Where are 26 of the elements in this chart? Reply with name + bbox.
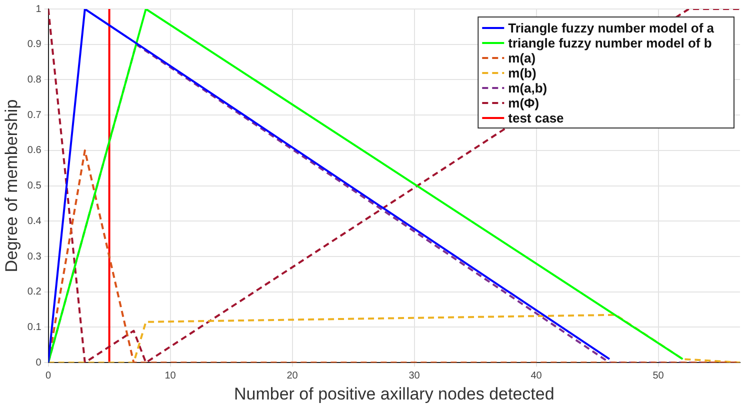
y-tick-label: 0.5	[27, 180, 42, 192]
legend-label: triangle fuzzy number model of b	[508, 36, 712, 51]
y-tick-label: 0.6	[27, 145, 42, 156]
legend-label: m(Φ)	[508, 96, 540, 111]
y-tick-label: 0.7	[27, 110, 42, 121]
legend-label: test case	[508, 110, 564, 126]
x-tick-label: 10	[164, 370, 176, 382]
x-tick-label: 0	[46, 370, 52, 382]
y-axis-title: Degree of membership	[2, 99, 21, 272]
y-tick-label: 0.2	[27, 286, 42, 298]
legend-label: m(b)	[508, 66, 536, 81]
x-tick-label: 40	[530, 370, 542, 382]
legend-label: Triangle fuzzy number model of a	[508, 20, 715, 36]
x-axis-title: Number of positive axillary nodes detected	[234, 384, 554, 404]
y-tick-label: 0	[36, 357, 42, 368]
x-tick-label: 50	[652, 370, 664, 382]
legend-label: m(a,b)	[508, 80, 548, 96]
x-tick-label: 30	[408, 370, 420, 382]
x-tick-label: 20	[286, 370, 298, 382]
legend-label: m(a)	[508, 50, 536, 66]
y-tick-label: 0.8	[27, 74, 42, 86]
y-tick-label: 0.3	[27, 251, 42, 262]
y-tick-label: 0.4	[27, 216, 42, 227]
y-tick-label: 0.9	[27, 39, 42, 50]
y-tick-label: 0.1	[27, 322, 42, 333]
y-tick-label: 1	[36, 4, 42, 15]
